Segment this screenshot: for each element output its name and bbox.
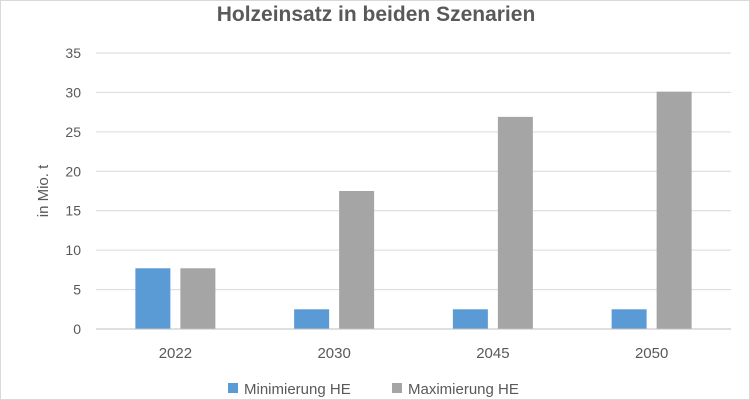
x-axis-ticks: 2022 2030 2045 2050 (159, 345, 669, 362)
y-tick-label: 25 (65, 124, 81, 140)
x-tick-label: 2022 (159, 345, 192, 362)
bar-minimierung-he-2022 (135, 268, 171, 329)
y-axis-label: in Mio. t (35, 164, 52, 217)
y-tick-label: 15 (65, 203, 81, 219)
y-tick-label: 0 (73, 321, 81, 337)
legend-swatch (228, 383, 238, 393)
legend-swatch (392, 383, 402, 393)
bar-minimierung-he-2050 (611, 309, 647, 329)
y-tick-label: 35 (65, 45, 81, 61)
x-tick-label: 2050 (635, 345, 668, 362)
x-tick-label: 2030 (317, 345, 350, 362)
bars (135, 91, 692, 329)
x-tick-label: 2045 (476, 345, 509, 362)
bar-minimierung-he-2045 (452, 309, 488, 329)
legend: Minimierung HE Maximierung HE (228, 381, 519, 398)
chart-title: Holzeinsatz in beiden Szenarien (217, 3, 536, 26)
y-tick-label: 10 (65, 242, 81, 258)
bar-maximierung-he-2045 (497, 116, 533, 329)
legend-label: Maximierung HE (408, 381, 519, 398)
y-tick-label: 5 (73, 282, 81, 298)
y-tick-label: 30 (65, 84, 81, 100)
bar-maximierung-he-2050 (656, 91, 692, 329)
y-axis-ticks: 0 5 10 15 20 25 30 35 (65, 45, 81, 337)
bar-minimierung-he-2030 (294, 309, 330, 329)
legend-label: Minimierung HE (244, 381, 351, 398)
y-tick-label: 20 (65, 163, 81, 179)
bar-maximierung-he-2022 (180, 268, 216, 329)
bar-maximierung-he-2030 (339, 191, 375, 329)
gridlines (96, 52, 731, 291)
